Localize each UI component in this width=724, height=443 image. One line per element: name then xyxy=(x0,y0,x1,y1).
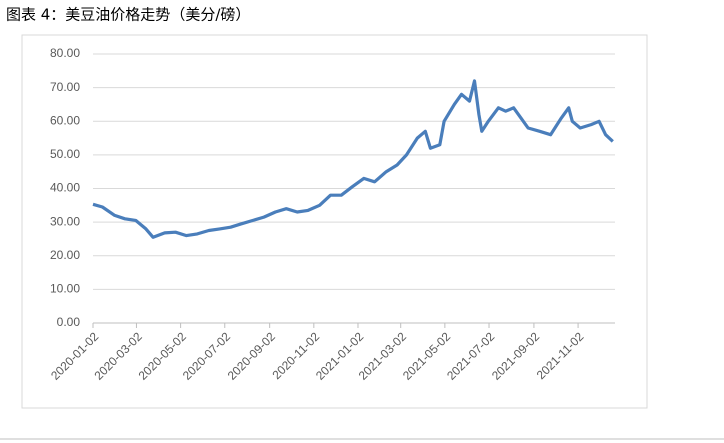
y-tick-label: 30.00 xyxy=(50,214,80,228)
y-tick-label: 0.00 xyxy=(57,315,81,329)
y-tick-label: 80.00 xyxy=(50,46,80,60)
y-tick-label: 40.00 xyxy=(50,181,80,195)
x-tick-label: 2020-09-02 xyxy=(225,329,279,383)
price-line xyxy=(92,79,614,239)
y-tick-label: 10.00 xyxy=(50,282,80,296)
y-tick-label: 70.00 xyxy=(50,80,80,94)
chart-title: 图表 4：美豆油价格走势（美分/磅） xyxy=(6,6,250,24)
y-tick-label: 20.00 xyxy=(50,248,80,262)
y-tick-label: 50.00 xyxy=(50,147,80,161)
x-tick-label: 2021-09-02 xyxy=(489,329,543,383)
chart-border xyxy=(21,34,648,409)
x-tick-label: 2021-11-02 xyxy=(534,329,587,382)
y-tick-label: 60.00 xyxy=(50,113,80,127)
